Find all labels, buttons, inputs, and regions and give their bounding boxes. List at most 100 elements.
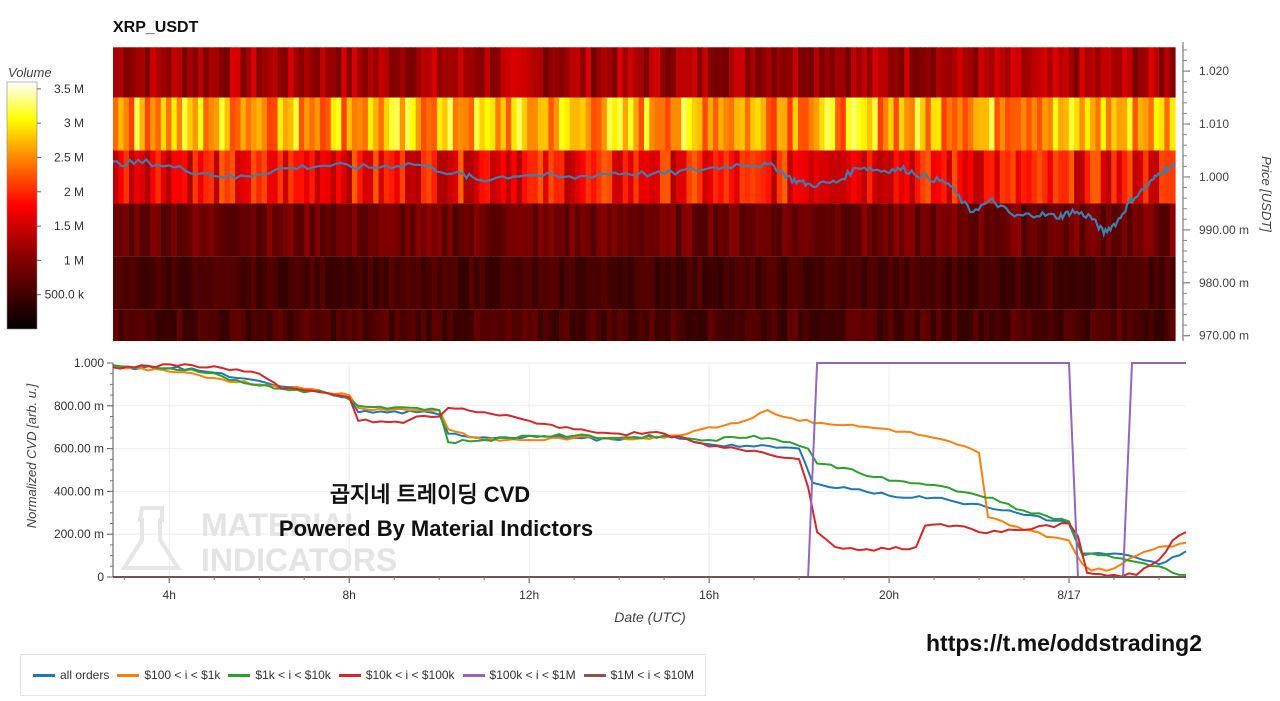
heatmap-cell — [1159, 97, 1165, 151]
heatmap-cell — [240, 150, 247, 204]
legend-item[interactable]: $1k < i < $10k — [228, 668, 331, 682]
heatmap-cell — [320, 150, 326, 204]
heatmap-cell — [973, 256, 980, 310]
heatmap-cell — [644, 203, 650, 257]
heatmap-cell — [920, 256, 927, 310]
legend-item[interactable]: all orders — [33, 668, 109, 682]
heatmap-cell — [171, 309, 178, 341]
heatmap-cell — [341, 47, 348, 98]
heatmap-cell — [261, 256, 268, 310]
heatmap-cell — [452, 309, 459, 341]
heatmap-cell — [516, 47, 523, 98]
heatmap-cell — [511, 309, 518, 341]
heatmap-cell — [251, 203, 257, 257]
telegram-link[interactable]: https://t.me/oddstrading2 — [926, 630, 1202, 656]
heatmap-cell — [999, 256, 1006, 310]
heatmap-cell — [527, 203, 534, 257]
heatmap-cell — [134, 97, 141, 151]
heatmap-cell — [713, 97, 719, 151]
heatmap-cell — [1111, 47, 1118, 98]
heatmap-cell — [1042, 97, 1049, 151]
heatmap-cell — [675, 309, 682, 341]
heatmap-cell — [957, 150, 964, 204]
heatmap-cell — [479, 47, 486, 98]
heatmap-cell — [442, 256, 449, 310]
heatmap-cell — [1127, 47, 1134, 98]
heatmap-cell — [914, 309, 921, 341]
heatmap-cell — [553, 47, 560, 98]
heatmap-cell — [203, 150, 210, 204]
heatmap-cell — [394, 97, 401, 151]
legend-item[interactable]: $100k < i < $1M — [462, 668, 576, 682]
legend-item[interactable]: $1M < i < $10M — [583, 668, 694, 682]
heatmap-cell — [150, 203, 157, 257]
heatmap-cell — [665, 47, 672, 98]
heatmap-cell — [702, 97, 709, 151]
heatmap-cell — [1063, 150, 1070, 204]
heatmap-cell — [389, 309, 396, 341]
heatmap-cell — [394, 309, 401, 341]
heatmap-cell — [208, 309, 215, 341]
heatmap-cell — [298, 309, 305, 341]
legend-item[interactable]: $100 < i < $1k — [117, 668, 220, 682]
heatmap-cell — [256, 256, 263, 310]
heatmap-cell — [176, 256, 183, 310]
heatmap-cell — [166, 150, 173, 204]
heatmap-cell — [1031, 97, 1038, 151]
heatmap-cell — [378, 150, 385, 204]
heatmap-cell — [564, 47, 571, 98]
heatmap-cell — [808, 97, 815, 151]
legend-item[interactable]: $10k < i < $100k — [338, 668, 455, 682]
heatmap-cell — [298, 203, 305, 257]
heatmap-cell — [580, 97, 587, 151]
heatmap-cell — [744, 150, 751, 204]
heatmap-cell — [282, 256, 289, 310]
heatmap-cell — [989, 97, 996, 151]
heatmap-cell — [978, 203, 985, 257]
heatmap-cell — [697, 47, 704, 98]
heatmap-cell — [585, 256, 592, 310]
heatmap-cell — [675, 203, 682, 257]
heatmap-cell — [787, 97, 794, 151]
heatmap-cell — [516, 309, 523, 341]
heatmap-cell — [1132, 309, 1139, 341]
heatmap-cell — [288, 256, 295, 310]
heatmap-cell — [766, 309, 773, 341]
colorbar-tick-label: 3.5 M — [54, 82, 84, 96]
heatmap-cell — [983, 256, 990, 310]
heatmap-cell — [527, 309, 534, 341]
heatmap-cell — [415, 97, 422, 151]
heatmap-cell — [1148, 203, 1155, 257]
heatmap-cell — [951, 47, 958, 98]
heatmap-cell — [782, 203, 788, 257]
heatmap-cell — [957, 203, 964, 257]
heatmap-cell — [930, 47, 937, 98]
heatmap-cell — [983, 97, 990, 151]
heatmap-cell — [341, 256, 348, 310]
heatmap-cell — [888, 203, 895, 257]
heatmap-cell — [649, 256, 656, 310]
heatmap-cell — [420, 150, 427, 204]
heatmap-cell — [346, 47, 353, 98]
heatmap-cell — [936, 97, 942, 151]
heatmap-cell — [845, 203, 852, 257]
heatmap-cell — [893, 47, 900, 98]
heatmap-cell — [436, 97, 443, 151]
heatmap-cell — [203, 97, 210, 151]
heatmap-cell — [357, 47, 364, 98]
heatmap-cell — [474, 47, 480, 98]
heatmap-cell — [559, 97, 565, 151]
heatmap-cell — [341, 97, 348, 151]
heatmap-cell — [532, 203, 539, 257]
heatmap-cell — [877, 203, 884, 257]
heatmap-cell — [389, 150, 396, 204]
heatmap-cell — [867, 150, 873, 204]
flask-icon — [120, 506, 182, 570]
heatmap-cell — [452, 203, 459, 257]
heatmap-cell — [1164, 150, 1171, 204]
heatmap-cell — [920, 309, 927, 341]
heatmap-cell — [686, 47, 693, 98]
heatmap-cell — [245, 203, 252, 257]
heatmap-cell — [1090, 309, 1096, 341]
heatmap-cell — [734, 47, 741, 98]
